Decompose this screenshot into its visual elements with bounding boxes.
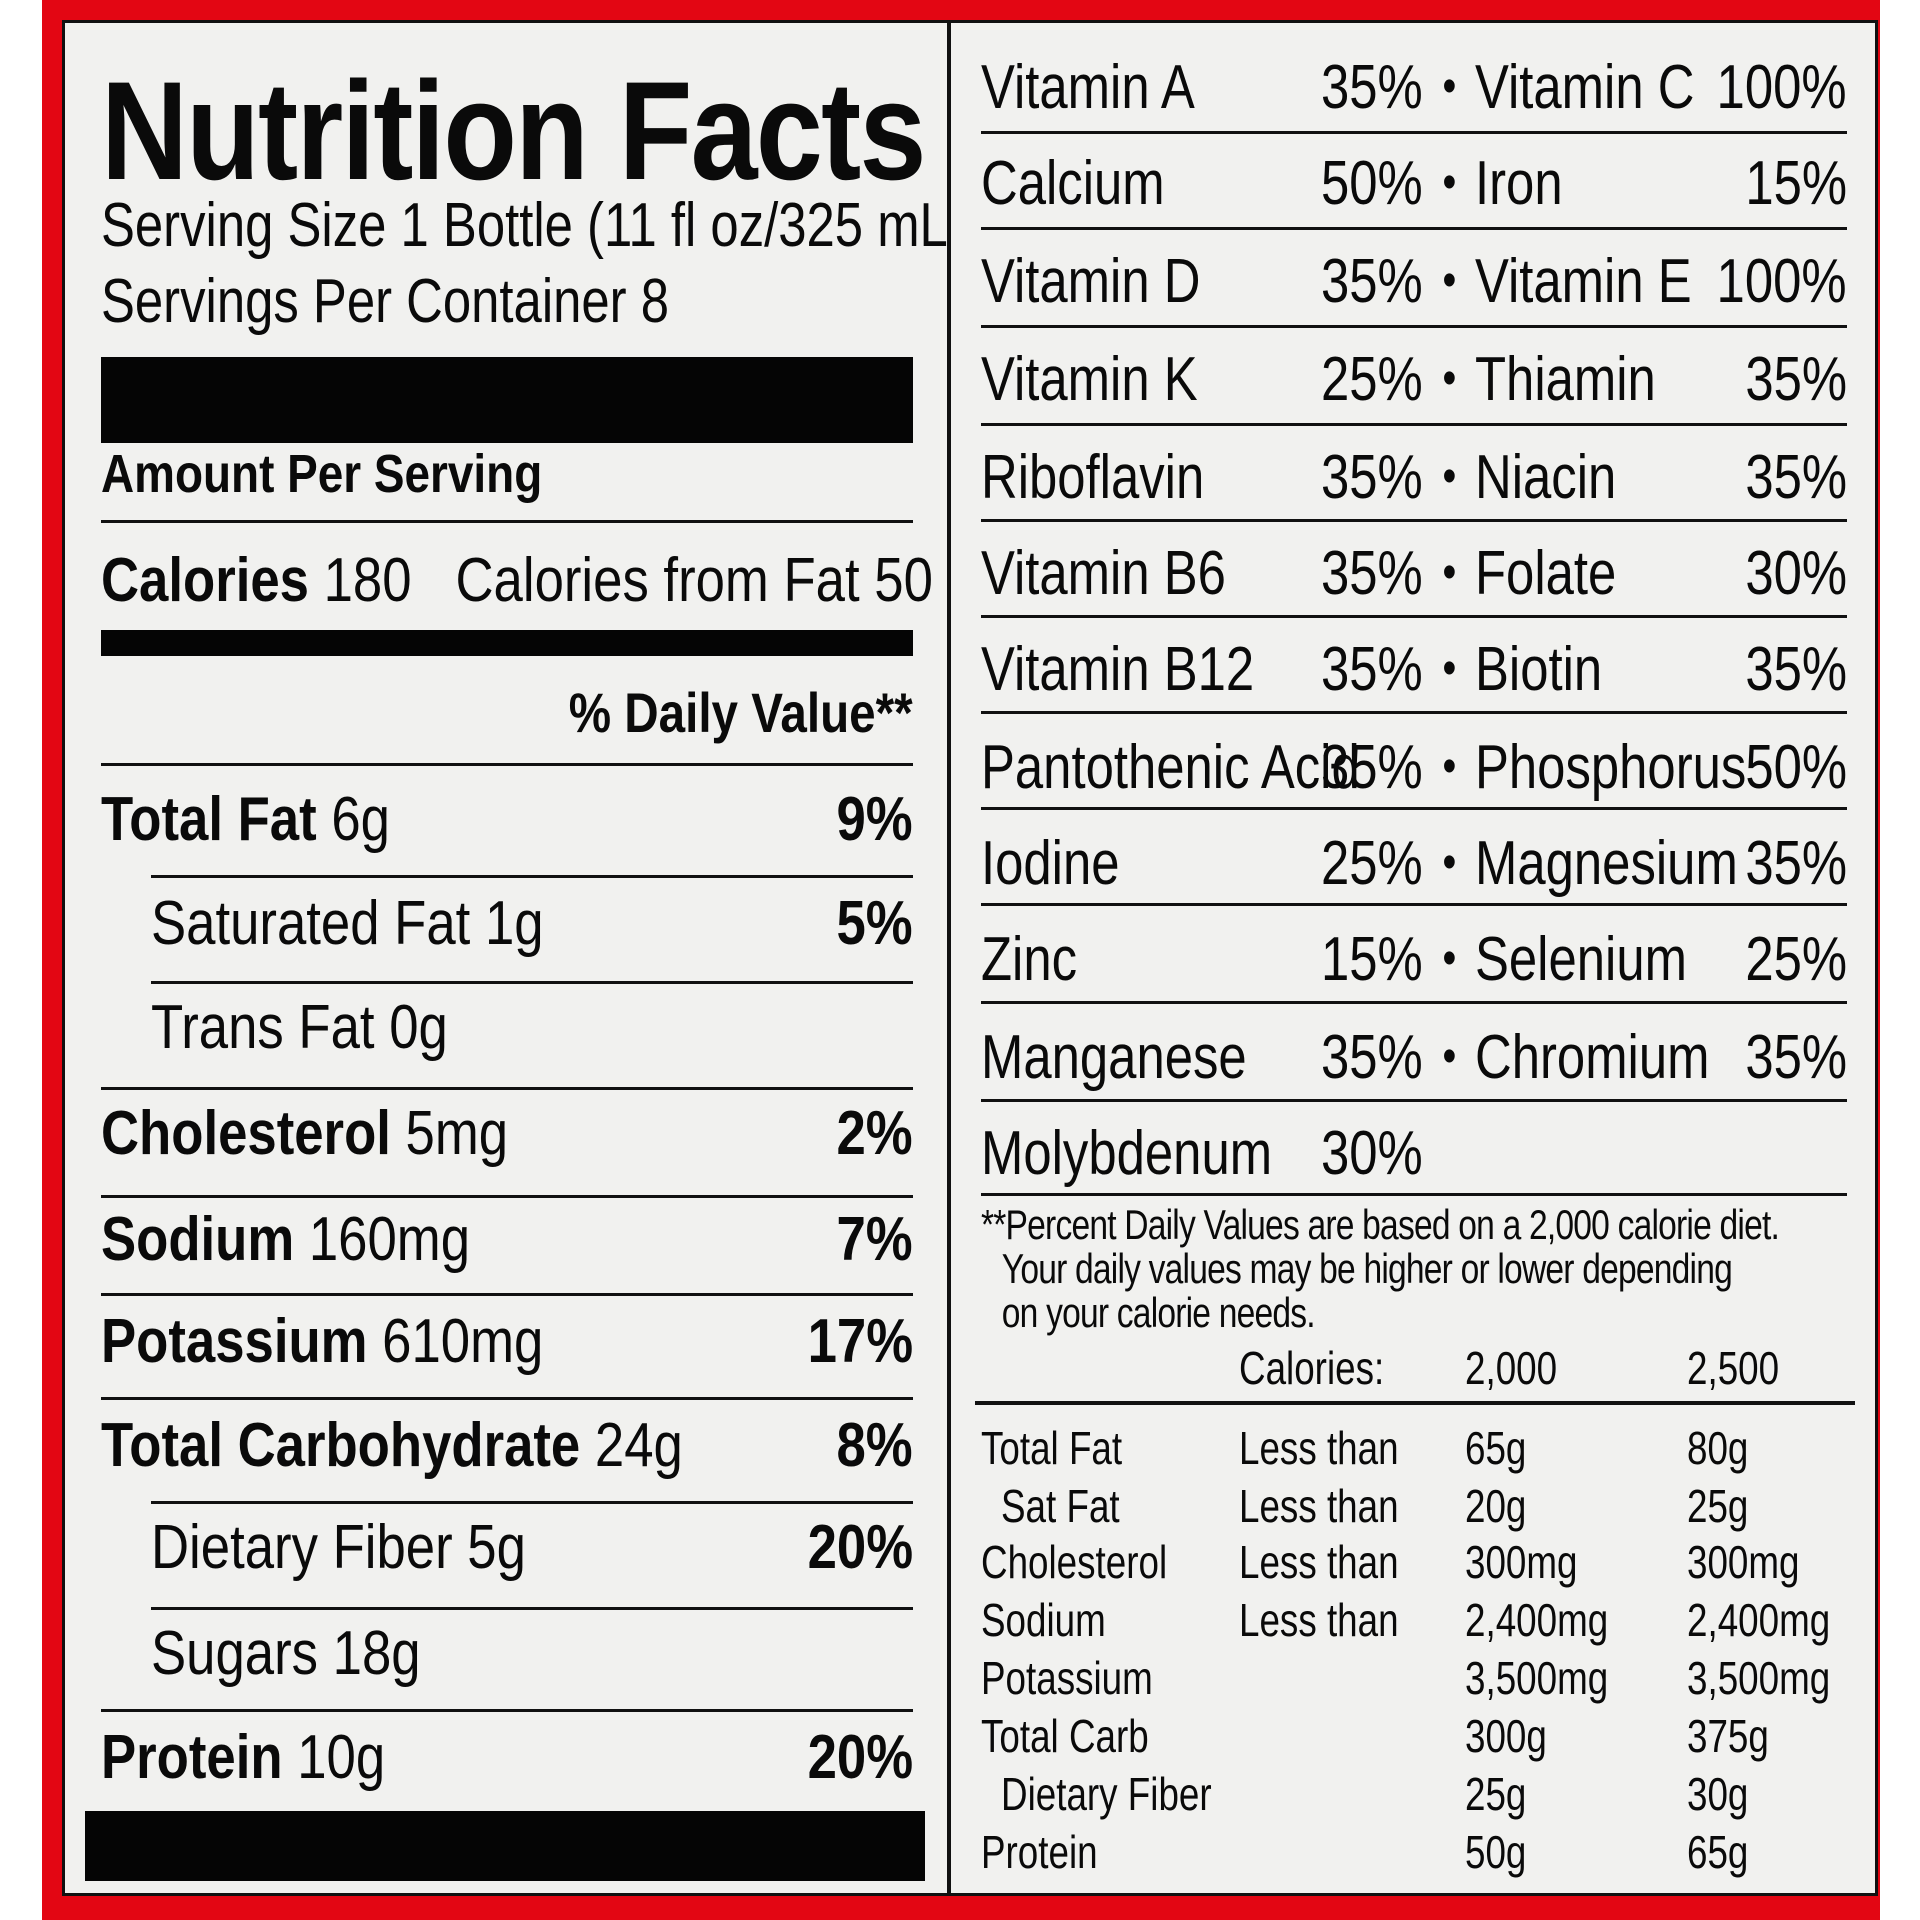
bullet-icon: • xyxy=(1442,740,1457,793)
vitamin-row: Zinc 15% • Selenium 25% xyxy=(981,925,1847,994)
divider xyxy=(981,325,1847,328)
divider xyxy=(981,903,1847,906)
reference-table-row: Cholesterol Less than 300mg 300mg xyxy=(981,1536,1800,1588)
divider xyxy=(981,519,1847,522)
bullet-icon: • xyxy=(1442,836,1457,889)
vitamin-row: Iodine 25% • Magnesium 35% xyxy=(981,829,1847,898)
servings-per-container: Servings Per Container 8 xyxy=(101,267,670,336)
nutrient-row-sodium: Sodium 160mg 7% xyxy=(101,1205,913,1274)
divider xyxy=(981,1001,1847,1004)
bullet-icon: • xyxy=(1442,254,1457,307)
divider xyxy=(101,1293,913,1296)
reference-table-row: Sodium Less than 2,400mg 2,400mg xyxy=(981,1594,1831,1646)
divider xyxy=(981,807,1847,810)
nutrient-row-trans-fat: Trans Fat 0g xyxy=(151,993,448,1062)
bullet-icon: • xyxy=(1442,932,1457,985)
divider xyxy=(981,131,1847,134)
nutrition-facts-panel: Nutrition Facts Serving Size 1 Bottle (1… xyxy=(62,20,965,1896)
amount-per-serving: Amount Per Serving xyxy=(101,444,543,504)
bullet-icon: • xyxy=(1442,1030,1457,1083)
divider xyxy=(981,1099,1847,1102)
reference-table-row: Sat Fat Less than 20g 25g xyxy=(1001,1480,1749,1532)
reference-table-row: Potassium 3,500mg 3,500mg xyxy=(981,1652,1831,1704)
nutrient-row-total-carbohydrate: Total Carbohydrate 24g 8% xyxy=(101,1411,913,1480)
divider xyxy=(975,1401,1855,1405)
divider xyxy=(981,227,1847,230)
vitamin-row: Molybdenum 30% xyxy=(981,1119,1423,1188)
bullet-icon: • xyxy=(1442,352,1457,405)
nutrient-row-potassium: Potassium 610mg 17% xyxy=(101,1307,913,1376)
label-title: Nutrition Facts xyxy=(101,52,926,209)
nutrient-row-total-fat: Total Fat 6g 9% xyxy=(101,785,913,854)
vitamins-minerals-panel: Vitamin A 35% • Vitamin C 100% Calcium 50% … xyxy=(948,20,1878,1896)
divider xyxy=(151,981,913,984)
reference-table-row: Dietary Fiber 25g 30g xyxy=(1001,1768,1749,1820)
serving-size: Serving Size 1 Bottle (11 fl oz/325 mL) xyxy=(101,191,965,260)
bullet-icon: • xyxy=(1442,642,1457,695)
reference-table-row: Total Fat Less than 65g 80g xyxy=(981,1422,1749,1474)
nutrient-row-protein: Protein 10g 20% xyxy=(101,1723,913,1792)
bullet-icon: • xyxy=(1442,60,1457,113)
nutrient-row-saturated-fat: Saturated Fat 1g 5% xyxy=(151,889,913,958)
vitamin-row: Vitamin B6 35% • Folate 30% xyxy=(981,539,1847,608)
vitamin-row: Vitamin K 25% • Thiamin 35% xyxy=(981,345,1847,414)
divider xyxy=(101,763,913,766)
vitamin-row: Vitamin D 35% • Vitamin E 100% xyxy=(981,247,1847,316)
divider xyxy=(101,1087,913,1090)
reference-table-header: Calories: 2,000 2,500 xyxy=(1239,1342,1780,1394)
vitamin-row: Vitamin A 35% • Vitamin C 100% xyxy=(981,53,1847,122)
nutrient-row-sugars: Sugars 18g xyxy=(151,1619,421,1688)
divider xyxy=(151,1607,913,1610)
divider xyxy=(101,1397,913,1400)
nutrient-row-cholesterol: Cholesterol 5mg 2% xyxy=(101,1099,913,1168)
vitamin-row: Vitamin B12 35% • Biotin 35% xyxy=(981,635,1847,704)
divider xyxy=(151,1501,913,1504)
bottom-thick-bar xyxy=(85,1811,925,1881)
bullet-icon: • xyxy=(1442,546,1457,599)
vitamin-row: Riboflavin 35% • Niacin 35% xyxy=(981,443,1847,512)
nutrient-row-dietary-fiber: Dietary Fiber 5g 20% xyxy=(151,1513,913,1582)
divider xyxy=(101,520,913,523)
vitamin-row: Manganese 35% • Chromium 35% xyxy=(981,1023,1847,1092)
calories-row: Calories 180 Calories from Fat 50 xyxy=(101,546,933,615)
reference-table-row: Total Carb 300g 375g xyxy=(981,1710,1769,1762)
divider xyxy=(981,711,1847,714)
divider xyxy=(101,1709,913,1712)
divider xyxy=(101,1195,913,1198)
vitamin-row: Calcium 50% • Iron 15% xyxy=(981,149,1847,218)
divider xyxy=(981,615,1847,618)
medium-divider xyxy=(101,630,913,656)
daily-value-footnote: **Percent Daily Values are based on a 2,… xyxy=(981,1201,1780,1336)
thick-divider xyxy=(101,357,913,443)
vitamin-row: Pantothenic Acid 35% • Phosphorus 50% xyxy=(981,733,1847,802)
reference-table-row: Protein 50g 65g xyxy=(981,1826,1749,1878)
bullet-icon: • xyxy=(1442,156,1457,209)
divider xyxy=(981,423,1847,426)
divider xyxy=(151,875,913,878)
divider xyxy=(981,1193,1847,1196)
bullet-icon: • xyxy=(1442,450,1457,503)
